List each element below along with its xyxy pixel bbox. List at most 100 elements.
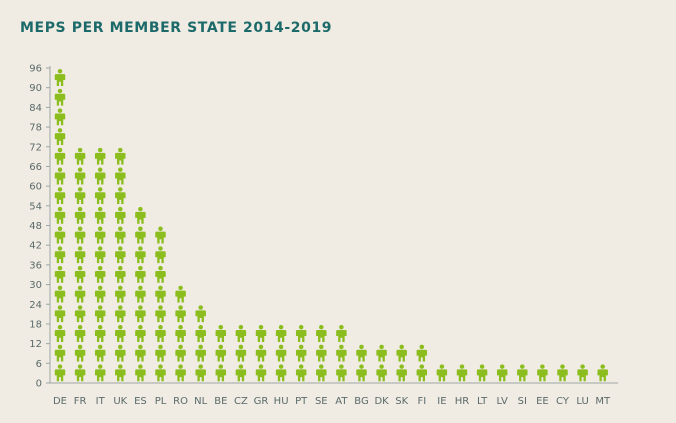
x-tick-label: RO [173,396,188,407]
x-tick-label: CY [556,396,570,407]
bar-pl [155,216,166,382]
x-tick-label: BE [214,396,227,407]
y-axis: 0 6 12 18 24 30 36 42 48 54 60 66 72 78 84 90 96 [29,64,51,390]
chart-title: MEPS PER MEMBER STATE 2014-2019 [20,20,333,36]
person-icon [155,305,166,323]
person-icon [54,128,66,146]
person-icon [155,364,166,382]
person-icon [54,226,66,244]
person-icon [94,364,106,382]
person-icon [235,344,247,362]
person-icon [155,285,166,303]
bar-cz [235,315,247,382]
x-tick-label: IE [437,396,446,407]
person-icon [275,364,287,382]
person-icon [94,285,106,303]
y-tick-label: 42 [29,241,42,252]
x-tick-label: NL [194,396,207,407]
x-tick-label: EE [536,396,549,407]
bar-ee [537,364,548,382]
person-icon [115,147,126,165]
bar-de [54,69,66,382]
y-tick-label: 18 [29,319,42,330]
y-tick-label: 36 [29,260,42,271]
bar-sk [396,341,407,382]
bar-fi [416,341,428,382]
person-icon [295,364,307,382]
x-tick-label: DK [374,396,389,407]
person-icon [396,364,407,382]
person-icon [356,364,367,382]
person-icon [537,364,548,382]
person-icon [336,364,347,382]
person-icon [336,324,347,342]
person-icon [396,344,407,362]
y-tick-label: 0 [36,379,42,390]
person-icon [115,305,126,323]
x-tick-label: GR [254,396,269,407]
person-icon [54,344,66,362]
person-icon [215,344,227,362]
bar-uk [115,144,126,382]
x-tick-label: AT [335,396,348,407]
person-icon [74,364,86,382]
x-tick-label: HR [455,396,470,407]
person-icon [54,147,66,165]
person-icon [175,364,186,382]
person-icon [54,265,66,283]
bar-se [316,318,327,382]
bar-pt [295,315,307,382]
person-icon [235,364,247,382]
person-icon [94,324,106,342]
person-icon [255,344,267,362]
person-icon [54,246,66,264]
person-icon [135,305,146,323]
person-icon [597,364,608,382]
person-icon-partial [456,347,468,365]
bar-lu [577,364,588,382]
person-icon [74,167,86,185]
person-icon [54,364,66,382]
bar-si [517,357,528,382]
person-icon [295,344,307,362]
x-tick-label: PL [155,396,167,407]
x-tick-label: LT [477,396,488,407]
x-tick-label: HU [274,396,289,407]
person-icon [54,305,66,323]
person-icon [255,324,267,342]
person-icon-partial [155,216,166,227]
person-icon [74,187,86,205]
person-icon [316,344,327,362]
person-icon [54,285,66,303]
person-icon [74,324,86,342]
y-tick-label: 66 [29,162,42,173]
person-icon [74,246,86,264]
person-icon [336,344,347,362]
bar-cy [557,364,568,382]
person-icon [115,265,126,283]
bar-at [336,324,347,382]
person-icon [155,265,166,283]
person-icon [135,226,146,244]
person-icon [115,285,126,303]
person-icon [115,344,126,362]
person-icon [155,344,166,362]
person-icon [115,364,126,382]
x-tick-label: LU [576,396,588,407]
person-icon [94,147,106,165]
person-icon [135,285,146,303]
person-icon [557,364,568,382]
person-icon-partial [215,315,227,325]
person-icon [175,344,186,362]
person-icon [54,108,66,126]
person-icon [135,344,146,362]
y-tick-label: 96 [29,64,42,75]
person-icon [74,305,86,323]
person-icon [135,246,146,264]
x-tick-label: SK [395,396,408,407]
person-icon [115,187,126,205]
person-icon [195,305,206,323]
bar-es [135,206,146,382]
bar-bg [356,328,367,382]
